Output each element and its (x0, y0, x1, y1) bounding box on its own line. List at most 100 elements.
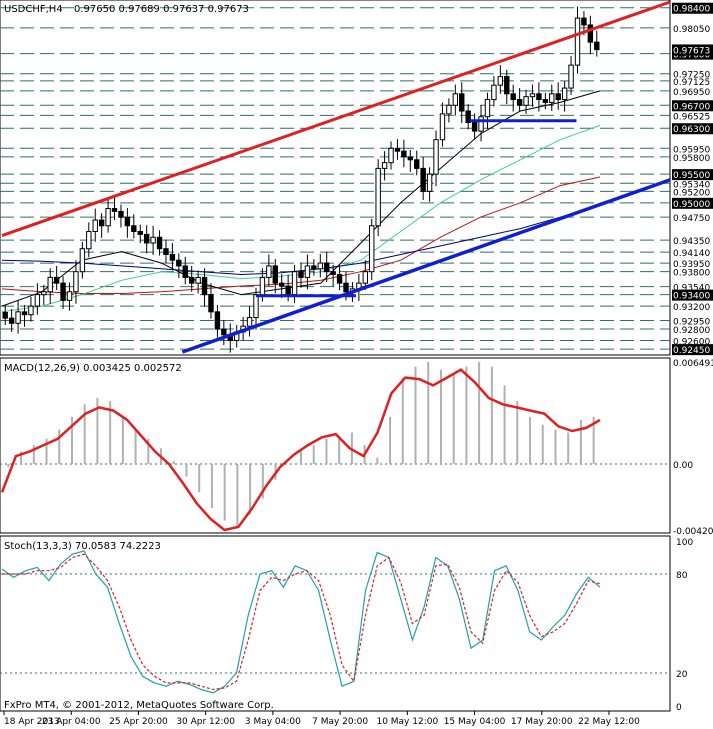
price-tick-label: 0.92950 (673, 317, 710, 327)
candle-body (433, 139, 439, 175)
time-tick-label: 7 May 20:00 (312, 717, 368, 727)
price-tick-label: 0.95800 (673, 154, 710, 164)
price-tick-label: 0.93400 (673, 292, 710, 302)
stoch-title: Stoch(13,3,3) 70.0583 74.2223 (4, 541, 161, 552)
price-tick-label: 0.95000 (673, 200, 710, 210)
candle-body (79, 248, 86, 273)
candle-body (188, 276, 195, 284)
stoch-axis-labels: 100 80 20 0 (676, 538, 693, 713)
time-tick-label: 22 May 12:00 (578, 717, 640, 727)
candle-body (330, 271, 336, 276)
price-tick-label: 0.95500 (673, 171, 710, 181)
price-tick-label: 0.93800 (673, 269, 710, 279)
current-price-label-bg (672, 44, 713, 56)
price-tick-label: 0.95340 (673, 180, 710, 190)
candle-body (47, 276, 53, 293)
price-tick-label: 0.96525 (673, 112, 710, 122)
macd-signal-line (0, 368, 601, 532)
price-tick-label: 0.92800 (673, 326, 710, 336)
price-tick-label-bg (672, 100, 713, 112)
candle-body (594, 41, 600, 51)
candle-body (401, 150, 407, 158)
candle-body (555, 93, 561, 101)
candle-body (452, 93, 459, 106)
candle-body (465, 110, 471, 123)
time-tick-label: 23 Apr 04:00 (42, 717, 101, 727)
current-price-label: 0.97673 (673, 46, 710, 56)
macd-signal (0, 368, 601, 532)
candlesticks (2, 6, 600, 353)
price-tick-label: 0.93950 (673, 260, 710, 270)
candle-body (208, 294, 214, 313)
candle-body (15, 311, 21, 324)
price-tick-label: 0.97125 (673, 78, 710, 88)
candle-body (195, 276, 201, 284)
candle-body (369, 225, 375, 273)
candle-body (98, 219, 105, 227)
candle-body (491, 84, 497, 101)
price-tick-label: 0.95200 (673, 188, 710, 198)
candle-body (137, 231, 143, 235)
price-tick-label: 0.94140 (673, 249, 710, 259)
candle-body (73, 271, 79, 293)
candle-body (375, 167, 381, 227)
candle-body (561, 87, 568, 101)
candle-body (105, 208, 111, 227)
price-tick-label-bg (672, 169, 713, 181)
candle-body (182, 265, 188, 278)
trendline-lower-channel (181, 178, 671, 354)
candle-body (41, 291, 47, 296)
time-tick-label: 3 May 04:00 (245, 717, 301, 727)
candle-body (298, 271, 304, 278)
price-tick-label: 0.98400 (673, 5, 710, 15)
macd-panel-frame (0, 357, 671, 534)
price-tick-label-bg (672, 197, 713, 209)
candle-body (111, 208, 118, 212)
price-tick-label: 0.96300 (673, 125, 710, 135)
candle-body (381, 162, 388, 169)
candle-body (28, 305, 34, 316)
candle-body (150, 236, 156, 244)
candle-body (510, 93, 516, 101)
candle-body (221, 328, 227, 336)
price-tick-label: 0.93200 (673, 303, 710, 313)
candle-body (60, 282, 66, 301)
candle-body (317, 262, 323, 270)
candle-body (253, 294, 259, 319)
price-grid (0, 7, 670, 350)
price-panel: 0.98400 0.98050 0.97600 0.972500.971250.969… (0, 0, 713, 356)
price-tick-label-bg (672, 123, 713, 135)
candle-body (394, 147, 401, 152)
macd-tick-label: 0.006491 (673, 359, 713, 369)
trendlines (1, 0, 671, 354)
symbol-label: USDCHF,H4 (4, 4, 63, 15)
candle-body (388, 147, 394, 164)
candle-body (279, 282, 285, 287)
candle-body (516, 99, 523, 106)
candle-body (285, 285, 291, 296)
stoch-tick-label: 20 (676, 670, 688, 680)
price-tick-label: 0.94750 (673, 214, 710, 224)
candle-body (439, 113, 446, 141)
stoch-panel: 100 80 20 0 Stoch(13,3,3) 70.0583 74.2223 (0, 535, 693, 713)
price-tick-label: 0.92600 (673, 338, 710, 348)
stoch-tick-label: 100 (676, 538, 693, 548)
price-tick-label: 0.97600 (673, 51, 710, 61)
candle-body (568, 64, 574, 89)
candle-body (163, 248, 169, 255)
candle-body (124, 216, 131, 227)
candle-body (143, 233, 150, 244)
candle-body (549, 93, 555, 103)
candle-body (587, 24, 594, 43)
stoch-signal-line (2, 553, 601, 691)
time-tick-label: 17 May 20:00 (511, 717, 573, 727)
macd-tick-label: -0.00420 (673, 527, 713, 537)
stoch-tick-label: 80 (676, 571, 688, 581)
price-tick-label: 0.96700 (673, 102, 710, 112)
candle-body (86, 231, 92, 250)
candle-body (266, 265, 272, 278)
stoch-lines (1, 550, 601, 694)
candle-body (362, 271, 369, 284)
price-tick-label: 0.94350 (673, 237, 710, 247)
